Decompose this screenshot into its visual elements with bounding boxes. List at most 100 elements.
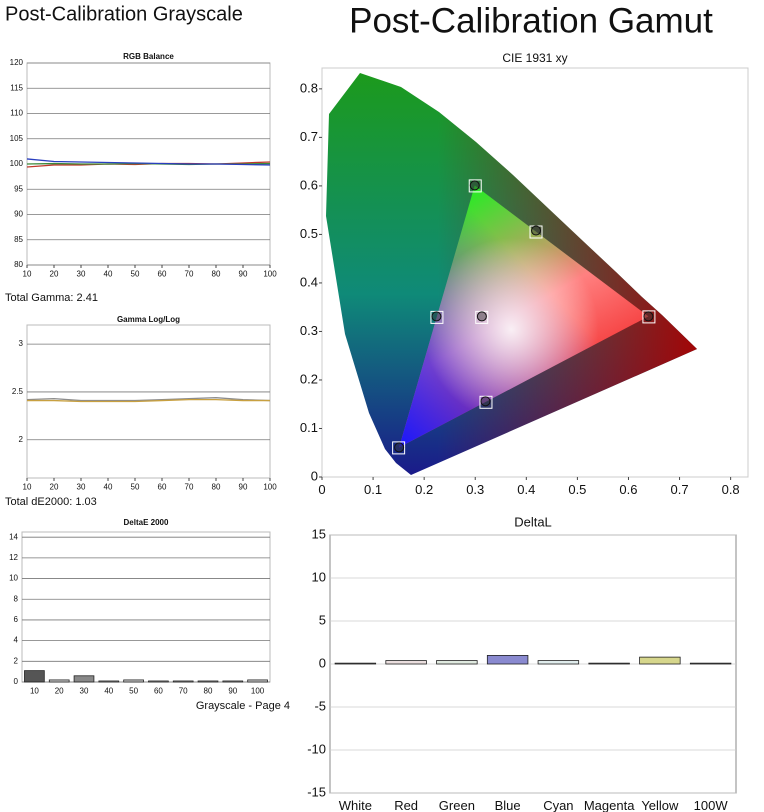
bar — [123, 679, 144, 683]
x-tick-label: 70 — [179, 686, 188, 695]
x-tick-label: 10 — [23, 482, 32, 491]
x-tick-label: 70 — [185, 482, 194, 491]
x-tick-label: 90 — [228, 686, 237, 695]
y-tick-label: 0.6 — [300, 177, 318, 192]
y-tick-label: 115 — [10, 83, 23, 92]
y-tick-label: 10 — [312, 569, 326, 584]
target-marker — [392, 441, 406, 455]
x-tick-label: 80 — [204, 686, 213, 695]
measured-marker — [431, 311, 442, 322]
y-tick-label: 0 — [14, 677, 19, 686]
y-tick-label: 10 — [9, 574, 18, 583]
y-tick-label: 0.4 — [300, 274, 318, 289]
bar — [24, 670, 45, 683]
x-tick-label: 70 — [185, 269, 194, 278]
y-tick-label: 0 — [311, 468, 318, 483]
x-tick-label: 40 — [104, 482, 113, 491]
y-tick-label: 80 — [14, 260, 23, 269]
y-tick-label: 95 — [14, 184, 23, 193]
y-tick-label: 12 — [9, 553, 18, 562]
bar — [689, 662, 732, 665]
y-tick-label: 0.3 — [300, 323, 318, 338]
y-tick-label: 85 — [14, 235, 23, 244]
line-series — [27, 398, 270, 403]
y-tick-label: -15 — [307, 784, 326, 799]
bar — [436, 660, 478, 665]
y-tick-label: 2 — [19, 435, 24, 444]
x-tick-label: 30 — [77, 269, 86, 278]
x-tick-label: Cyan — [543, 798, 573, 812]
bar — [197, 680, 219, 683]
x-tick-label: 50 — [131, 482, 140, 491]
plot-frame — [21, 531, 271, 683]
y-tick-label: 110 — [10, 109, 23, 118]
x-tick-label: 0.4 — [517, 482, 535, 497]
y-tick-label: 5 — [319, 612, 326, 627]
bar — [385, 660, 427, 665]
bar — [73, 675, 95, 683]
x-tick-label: 0.3 — [466, 482, 484, 497]
x-tick-label: Blue — [495, 798, 521, 812]
y-tick-label: 3 — [19, 339, 24, 348]
x-tick-label: 30 — [80, 686, 89, 695]
x-tick-label: 0 — [318, 482, 325, 497]
footer: Grayscale - Page 4 — [196, 700, 290, 712]
bar — [334, 662, 377, 665]
bar — [48, 679, 70, 683]
measured-marker — [480, 396, 491, 407]
x-tick-label: 0.6 — [619, 482, 637, 497]
bar — [222, 680, 244, 683]
x-tick-label: 0.7 — [671, 482, 689, 497]
x-tick-label: Yellow — [641, 798, 679, 812]
x-tick-label: 0.8 — [722, 482, 740, 497]
x-tick-label: 60 — [154, 686, 163, 695]
y-tick-label: 6 — [14, 615, 19, 624]
bar — [172, 680, 194, 683]
x-tick-label: 90 — [239, 482, 248, 491]
x-tick-label: 10 — [30, 686, 39, 695]
measured-marker — [531, 225, 542, 236]
y-tick-label: 2.5 — [12, 387, 24, 396]
target-marker — [468, 179, 482, 193]
y-tick-label: -5 — [314, 698, 326, 713]
measured-marker — [476, 311, 487, 322]
x-tick-label: 100 — [251, 686, 265, 695]
y-tick-label: 8 — [14, 594, 19, 603]
y-tick-label: 0 — [319, 655, 326, 670]
x-tick-label: 60 — [158, 269, 167, 278]
gamut-triangle — [399, 185, 649, 448]
target-marker — [430, 310, 444, 324]
x-tick-label: 100 — [263, 269, 277, 278]
x-tick-label: White — [339, 798, 372, 812]
bar — [537, 660, 580, 665]
line-series — [26, 158, 271, 166]
bar — [98, 680, 120, 683]
chart-title: DeltaE 2000 — [124, 518, 169, 527]
y-tick-label: -10 — [307, 741, 326, 756]
y-tick-label: 0.2 — [300, 371, 318, 386]
x-tick-label: 50 — [131, 269, 140, 278]
plot-frame — [321, 67, 749, 478]
bar — [588, 662, 630, 665]
x-tick-label: 60 — [158, 482, 167, 491]
x-tick-label: 100 — [263, 482, 277, 491]
y-tick-label: 0.8 — [300, 80, 318, 95]
y-tick-label: 120 — [10, 58, 24, 67]
line-series — [26, 397, 271, 402]
x-tick-label: 80 — [212, 269, 221, 278]
gamut-heading: Post-Calibration Gamut — [349, 1, 713, 40]
plot-frame — [26, 324, 271, 479]
y-tick-label: 4 — [14, 636, 19, 645]
x-tick-label: 10 — [23, 269, 32, 278]
x-tick-label: 20 — [50, 269, 59, 278]
y-tick-label: 0.7 — [300, 129, 318, 144]
target-marker — [475, 310, 489, 324]
measured-marker — [643, 311, 654, 322]
total-de: Total dE2000: 1.03 — [5, 496, 97, 508]
bar — [247, 679, 268, 683]
x-tick-label: 90 — [239, 269, 248, 278]
chart-title: CIE 1931 xy — [502, 51, 567, 65]
bar — [486, 655, 529, 665]
bar — [148, 680, 169, 683]
